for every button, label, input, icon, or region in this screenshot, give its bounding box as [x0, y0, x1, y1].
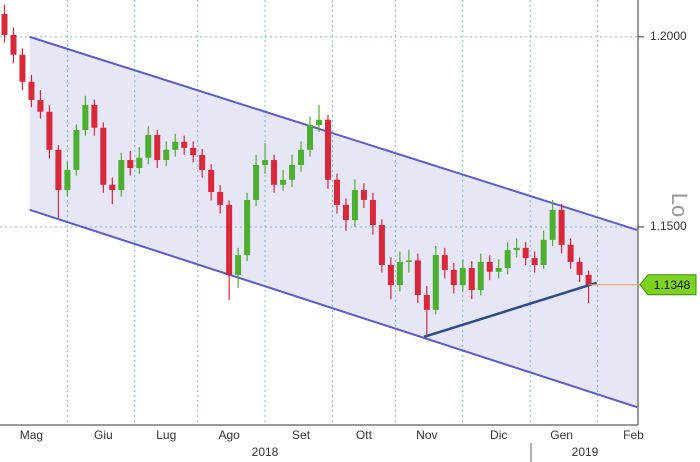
candle-body	[495, 268, 502, 272]
candle-body	[262, 160, 269, 165]
candle-body	[100, 127, 107, 185]
candle-body	[423, 294, 430, 310]
candle-body	[477, 261, 484, 291]
candle-body	[558, 209, 565, 245]
channel-line	[29, 35, 638, 231]
candle-body	[280, 179, 287, 185]
candle-body	[324, 119, 331, 180]
candle-body	[576, 261, 583, 275]
candle-body	[567, 244, 574, 262]
trendline	[423, 281, 598, 338]
x-tick-label: Mag	[20, 428, 43, 442]
candle-body	[145, 134, 152, 158]
candle-body	[28, 81, 35, 100]
candle-body	[360, 190, 367, 200]
x-tick-label: Ago	[218, 428, 240, 442]
candle-body	[244, 199, 251, 256]
candle-body	[136, 157, 143, 169]
x-tick-label: Gen	[550, 428, 573, 442]
year-label: 2019	[572, 445, 599, 459]
candle-body	[298, 149, 305, 165]
candle-body	[378, 225, 385, 265]
candle-body	[226, 204, 233, 275]
candle-body	[235, 255, 242, 275]
candle-body	[333, 179, 340, 205]
candle-body	[109, 184, 116, 191]
y-tick-label: 1.1500	[650, 219, 687, 233]
x-tick-label: Set	[292, 428, 311, 442]
channel-fill	[29, 36, 638, 408]
candle-body	[19, 54, 26, 82]
candle-body	[64, 169, 71, 191]
candle-body	[163, 149, 170, 161]
candle-body	[154, 134, 161, 161]
candle-body	[522, 247, 529, 259]
candle-body	[369, 199, 376, 226]
candle-body	[55, 149, 62, 191]
candle-body	[253, 164, 260, 200]
candle-body	[432, 255, 439, 310]
candle-body	[199, 155, 206, 170]
candle-body	[289, 164, 296, 180]
candle-body	[91, 104, 98, 128]
candle-body	[82, 104, 89, 131]
candle-body	[217, 191, 224, 205]
candle-body	[190, 147, 197, 156]
candle-body	[127, 160, 134, 169]
candle-body	[172, 141, 179, 150]
candle-body	[540, 239, 547, 265]
x-tick-label: Giu	[94, 428, 113, 442]
candle-body	[181, 141, 188, 148]
last-price-tag	[639, 274, 697, 296]
candle-body	[342, 204, 349, 221]
year-label: 2018	[252, 445, 279, 459]
candle-body	[316, 119, 322, 126]
candle-body	[459, 268, 466, 286]
y-tick-label: 1.2000	[650, 29, 687, 43]
candle-body	[513, 247, 520, 251]
candle-body	[405, 260, 412, 262]
candle-body	[37, 99, 44, 112]
x-tick-label: Nov	[416, 428, 437, 442]
candle-body	[208, 169, 215, 192]
candle-body	[450, 269, 457, 286]
last-price-label: 1.1348	[654, 278, 691, 292]
candle-body	[10, 34, 17, 55]
candle-body	[441, 255, 448, 270]
candle-body	[46, 111, 53, 150]
candle-body	[307, 125, 314, 150]
candle-body	[118, 160, 125, 191]
x-tick-label: Lug	[156, 428, 176, 442]
candle-body	[504, 250, 511, 269]
candle-body	[531, 258, 538, 265]
candle-body	[396, 261, 403, 286]
candle-body	[271, 160, 278, 185]
candle-body	[73, 130, 80, 170]
channel-line	[29, 208, 638, 409]
candle-body	[486, 261, 493, 272]
candle-body	[468, 268, 475, 291]
annotation: Lo	[667, 193, 692, 217]
x-tick-label: Ott	[356, 428, 373, 442]
candle-body	[414, 260, 421, 295]
candle-body	[549, 209, 556, 240]
x-tick-label: Feb	[623, 428, 644, 442]
x-tick-label: Dic	[490, 428, 507, 442]
candle-body	[1, 14, 8, 35]
candle-body	[351, 190, 358, 221]
candle-body	[585, 274, 592, 285]
candle-body	[387, 264, 394, 286]
